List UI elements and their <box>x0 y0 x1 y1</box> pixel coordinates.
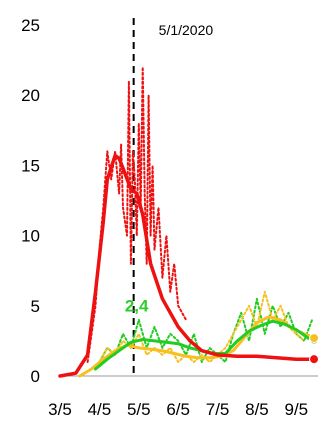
y-tick-label: 20 <box>21 86 40 105</box>
x-tick-label: 7/5 <box>206 400 230 419</box>
y-axis-ticks: 0 5 10 15 20 25 <box>21 16 40 386</box>
series-line-1 <box>86 66 187 363</box>
y-tick-label: 15 <box>21 156 40 175</box>
x-tick-label: 5/5 <box>127 400 151 419</box>
x-tick-label: 9/5 <box>285 400 309 419</box>
series-line-2 <box>94 319 318 371</box>
end-marker-2 <box>309 333 320 344</box>
reference-date-label: 5/1/2020 <box>159 22 214 38</box>
end-marker-0 <box>309 354 320 365</box>
x-tick-label: 3/5 <box>48 400 72 419</box>
data-label: 2,4 <box>125 296 149 315</box>
x-tick-label: 6/5 <box>166 400 190 419</box>
series-line-3 <box>98 297 314 363</box>
x-tick-label: 4/5 <box>88 400 112 419</box>
y-tick-label: 0 <box>31 367 40 386</box>
y-tick-label: 10 <box>21 227 40 246</box>
series-line-4 <box>78 315 318 378</box>
end-markers <box>309 333 320 365</box>
y-tick-label: 25 <box>21 16 40 35</box>
series-group <box>58 66 318 378</box>
x-tick-label: 8/5 <box>245 400 269 419</box>
y-tick-label: 5 <box>31 297 40 316</box>
series-line-0 <box>58 153 318 378</box>
x-axis-ticks: 3/5 4/5 5/5 6/5 7/5 8/5 9/5 <box>48 400 308 419</box>
